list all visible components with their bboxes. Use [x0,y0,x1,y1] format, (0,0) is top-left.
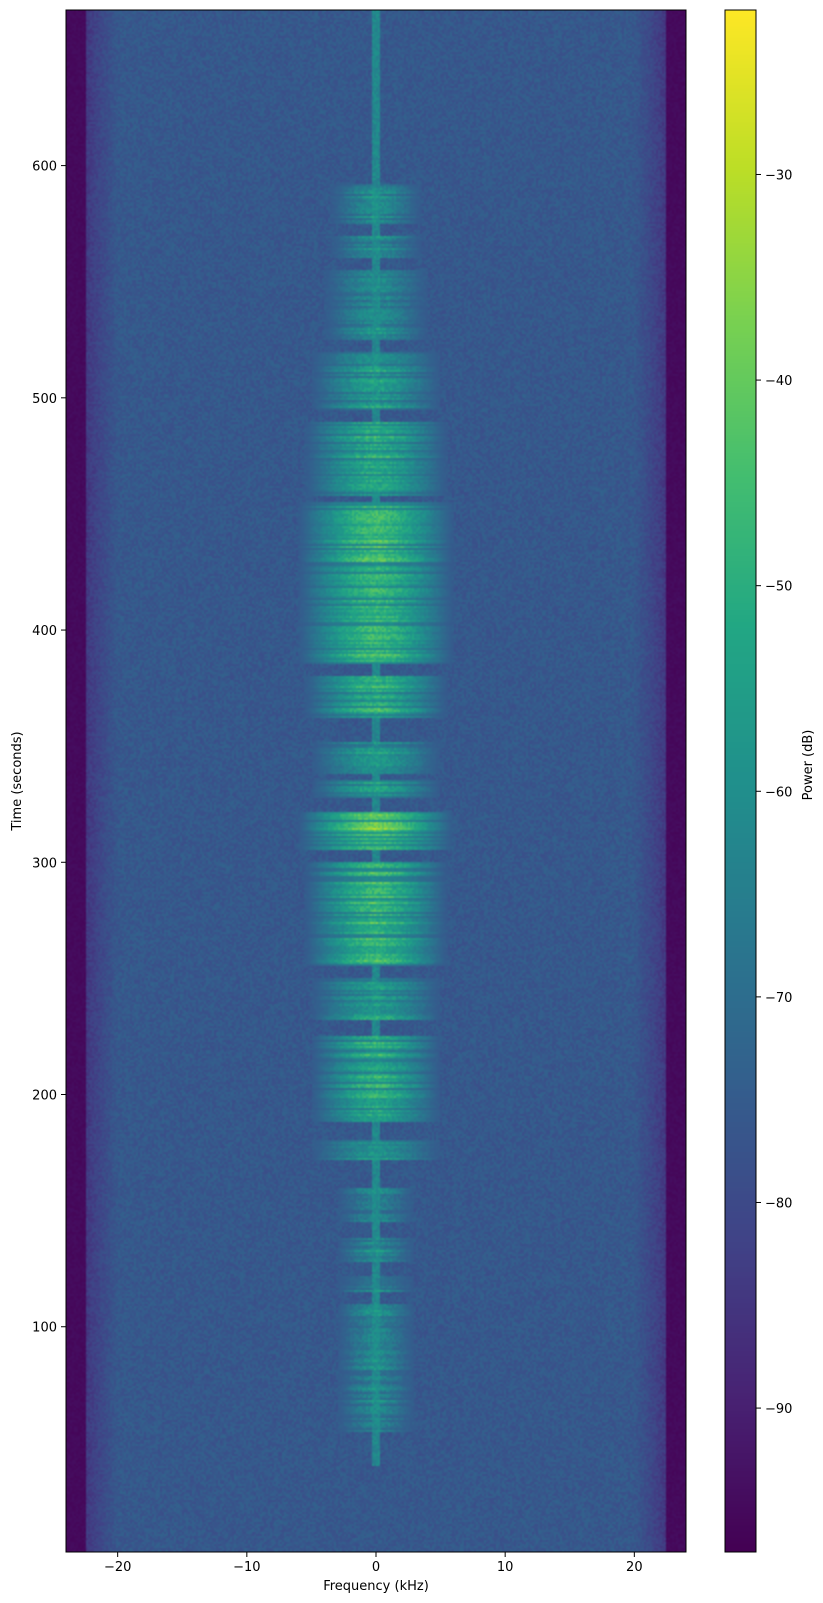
colorbar-gradient [725,10,756,1552]
colorbar-tick-label: −60 [765,785,792,800]
colorbar-tick-label: −70 [765,991,792,1006]
colorbar-frame [724,9,757,1553]
y-tick-label: 300 [32,856,57,871]
colorbar-tick-label: −80 [765,1196,792,1211]
y-tick-label: 400 [32,624,57,639]
x-axis-label: Frequency (kHz) [323,1579,429,1594]
y-axis: 100 200 300 400 500 600 [32,160,66,1336]
y-tick-label: 200 [32,1089,57,1104]
x-tick-label: −10 [233,1560,260,1575]
colorbar-label: Power (dB) [801,730,816,801]
x-tick-label: −20 [104,1560,131,1575]
x-tick-label: 10 [497,1560,514,1575]
x-tick-label: 0 [372,1560,380,1575]
colorbar-tick-label: −90 [765,1402,792,1417]
colorbar-tick-label: −40 [765,374,792,389]
colorbar-tick-label: −50 [765,580,792,595]
spectrogram-heatmap [66,10,686,1552]
y-tick-label: 100 [32,1321,57,1336]
x-axis: −20 −10 0 10 20 [104,1552,643,1575]
colorbar: −30 −40 −50 −60 −70 −80 −90 Power (dB) [724,9,816,1553]
plot-area [65,9,687,1553]
colorbar-axis: −30 −40 −50 −60 −70 −80 −90 [756,168,792,1417]
y-axis-label: Time (seconds) [10,731,25,831]
colorbar-tick-label: −30 [765,168,792,183]
y-tick-label: 500 [32,392,57,407]
y-tick-label: 600 [32,160,57,175]
x-tick-label: 20 [626,1560,643,1575]
